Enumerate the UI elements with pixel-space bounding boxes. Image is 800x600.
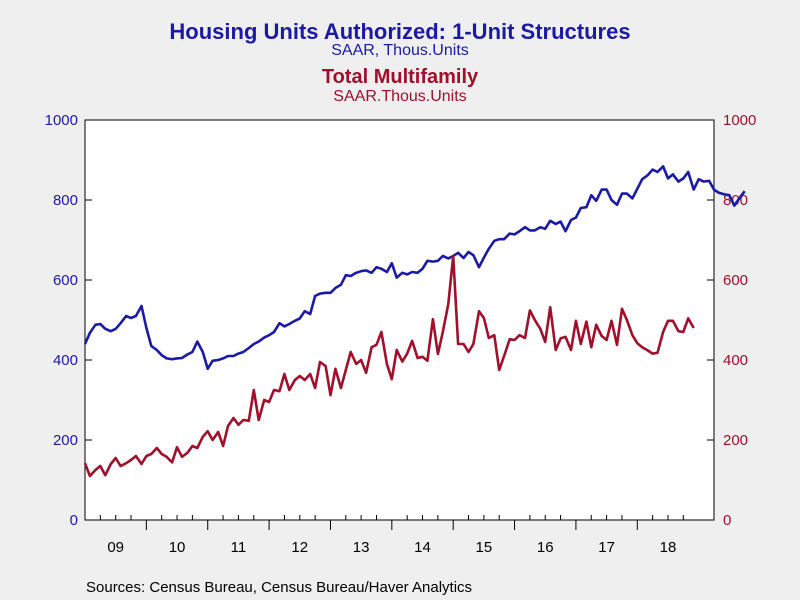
y-tick-label-left: 400 bbox=[53, 352, 78, 369]
x-tick-label: 16 bbox=[537, 539, 554, 556]
x-tick-label: 15 bbox=[476, 539, 493, 556]
y-tick-label-left: 1000 bbox=[45, 112, 78, 129]
y-tick-label-right: 200 bbox=[723, 432, 748, 449]
x-tick-label: 13 bbox=[353, 539, 370, 556]
series-line-1-unit bbox=[83, 165, 746, 371]
x-tick-label: 18 bbox=[660, 539, 677, 556]
y-tick-label-left: 800 bbox=[53, 192, 78, 209]
y-tick-label-left: 0 bbox=[70, 512, 78, 529]
x-tick-label: 14 bbox=[414, 539, 431, 556]
chart-title-2: Total Multifamily bbox=[321, 66, 479, 88]
source-note: Sources: Census Bureau, Census Bureau/Ha… bbox=[86, 579, 473, 596]
chart-title: Housing Units Authorized: 1-Unit Structu… bbox=[169, 19, 631, 44]
x-tick-label: 11 bbox=[231, 539, 247, 556]
y-tick-label-left: 200 bbox=[53, 432, 78, 449]
x-tick-label: 12 bbox=[291, 539, 308, 556]
y-tick-label-right: 600 bbox=[723, 272, 748, 289]
y-tick-label-right: 0 bbox=[723, 512, 731, 529]
y-tick-label-left: 600 bbox=[53, 272, 78, 289]
x-tick-label: 17 bbox=[598, 539, 615, 556]
y-tick-label-right: 400 bbox=[723, 352, 748, 369]
x-tick-label: 10 bbox=[169, 539, 186, 556]
x-tick-label: 09 bbox=[107, 539, 124, 556]
chart-subtitle-2: SAAR.Thous.Units bbox=[333, 88, 467, 105]
chart-subtitle: SAAR, Thous.Units bbox=[331, 42, 469, 59]
plot-area bbox=[84, 119, 715, 521]
series-line-multifamily bbox=[83, 254, 695, 478]
y-tick-label-right: 1000 bbox=[723, 112, 756, 129]
